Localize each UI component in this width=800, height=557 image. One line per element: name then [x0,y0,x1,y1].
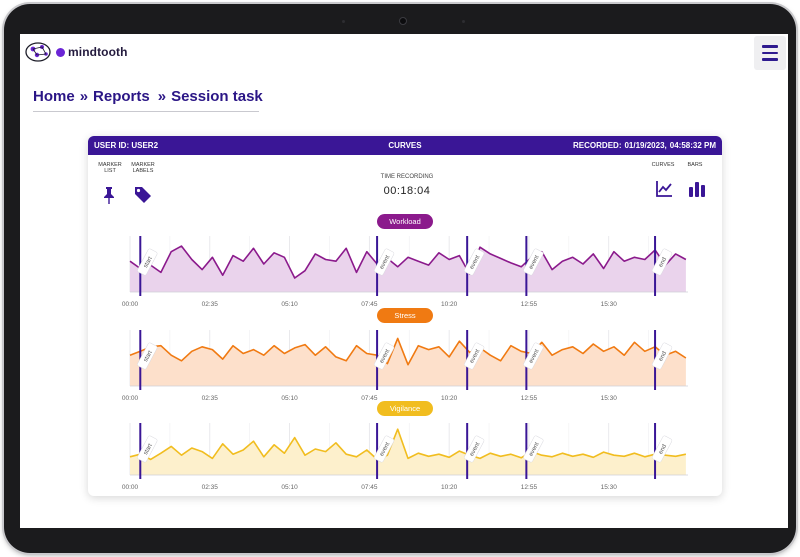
series-line [129,245,687,279]
series-line [129,428,687,461]
breadcrumb: Home » Reports » Session task [33,88,263,105]
front-sensor [342,20,345,23]
x-tick-label: 07:45 [361,301,378,308]
front-sensor [462,20,465,23]
marker-list-label: MARKER LIST [98,162,122,174]
logo-dot [56,47,65,57]
bars-toggle-label: BARS [687,162,703,168]
tablet-frame: mindtooth Home » Reports » Session task … [4,4,796,553]
x-tick-label: 05:10 [281,301,298,308]
x-tick-label: 15:30 [601,395,618,402]
x-tick-label: 15:30 [601,301,618,308]
menu-icon [762,51,778,55]
vigilance-label[interactable]: Vigilance [377,401,433,416]
marker-label: end [658,444,668,456]
x-tick-label: 12:55 [521,395,538,402]
recorded-date: 01/19/2023, [624,141,667,150]
curves-card: USER ID: USER2 CURVES RECORDED: 01/19/20… [88,136,722,496]
series-area [130,338,686,386]
vigilance-chart: Vigilance start event event event end 00:00 02… [88,399,722,496]
marker-label: start [143,350,154,363]
time-recording-label: TIME RECORDING [380,174,434,180]
recorded-at: RECORDED: 01/19/2023, 04:58:32 PM [573,141,716,150]
app-logo[interactable]: mindtooth [24,40,128,64]
series-line [129,337,687,366]
tag-icon[interactable] [134,186,152,203]
menu-icon [762,58,778,61]
x-tick-label: 02:35 [202,484,219,491]
x-tick-label: 10:20 [441,301,458,308]
marker-label: end [658,257,668,269]
series-area [130,246,686,292]
menu-icon [762,45,778,48]
front-camera [399,17,407,25]
recorded-label: RECORDED: [573,141,622,150]
breadcrumb-divider [33,111,259,112]
card-header: USER ID: USER2 CURVES RECORDED: 01/19/20… [88,136,722,155]
marker-tag[interactable]: start [137,248,158,276]
workload-chart: Workload start event event event end 00:00 02:… [88,214,722,314]
marker-tag[interactable]: end [651,342,673,370]
marker-tag[interactable]: start [137,342,158,370]
logo-text: mindtooth [68,45,128,59]
x-tick-label: 00:00 [122,484,139,491]
x-tick-label: 05:10 [281,484,298,491]
marker-tag[interactable]: start [137,435,158,463]
breadcrumb-separator: » [79,88,89,105]
line-chart-icon[interactable] [655,180,673,197]
x-tick-label: 12:55 [521,484,538,491]
x-tick-label: 02:35 [202,301,219,308]
marker-label: end [658,351,668,363]
brain-network-icon [25,42,51,62]
user-id: USER ID: USER2 [94,141,159,150]
breadcrumb-reports[interactable]: Reports [93,88,150,105]
x-tick-label: 05:10 [281,395,298,402]
x-tick-label: 12:55 [521,301,538,308]
time-recording-value: 00:18:04 [383,185,431,197]
marker-label: start [143,443,154,456]
curves-toggle-label: CURVES [651,162,675,168]
app-screen: mindtooth Home » Reports » Session task … [20,34,788,528]
pushpin-icon[interactable] [102,186,116,204]
breadcrumb-current: Session task [171,88,263,105]
workload-label[interactable]: Workload [377,214,433,229]
stress-chart: Stress start event event event end 00:00 02:35… [88,306,722,406]
breadcrumb-home[interactable]: Home [33,88,75,105]
x-tick-label: 10:20 [441,395,458,402]
x-tick-label: 00:00 [122,301,139,308]
x-tick-label: 10:20 [441,484,458,491]
stress-label[interactable]: Stress [377,308,433,323]
marker-tag[interactable]: event [523,248,544,276]
bar-chart-icon[interactable] [688,179,706,197]
x-tick-label: 00:00 [122,395,139,402]
marker-labels-label: MARKER LABELS [131,162,155,174]
x-tick-label: 02:35 [202,395,219,402]
series-area [130,429,686,475]
hamburger-menu-button[interactable] [754,36,786,70]
marker-tag[interactable]: end [651,435,673,463]
marker-tag[interactable]: end [651,248,673,276]
x-tick-label: 07:45 [361,395,378,402]
x-tick-label: 07:45 [361,484,378,491]
recorded-time: 04:58:32 PM [669,141,716,150]
x-tick-label: 15:30 [601,484,618,491]
marker-label: start [143,256,154,269]
breadcrumb-separator: » [157,88,167,105]
